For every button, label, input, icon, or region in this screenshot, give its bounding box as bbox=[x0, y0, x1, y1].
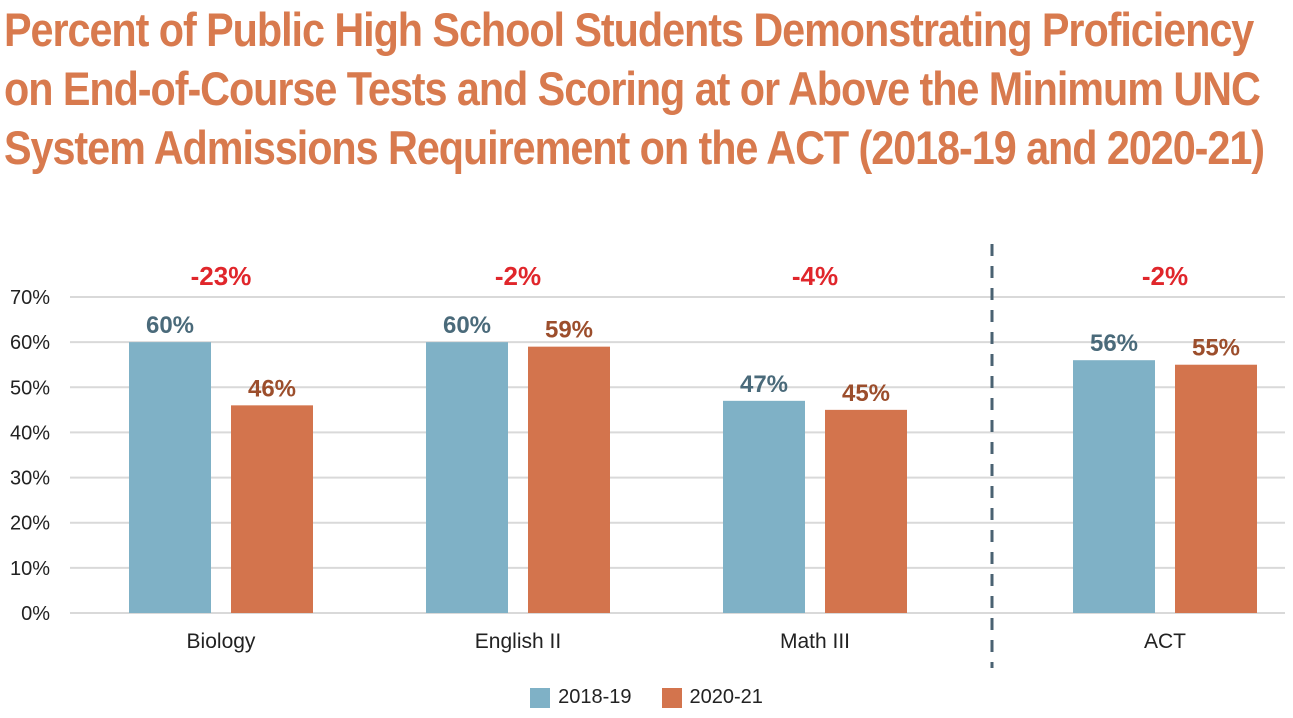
data-label-2020-21: 55% bbox=[1192, 335, 1240, 362]
bar-2020-21 bbox=[231, 405, 313, 613]
data-label-2018-19: 47% bbox=[740, 371, 788, 398]
x-tick-label: Math III bbox=[780, 630, 850, 653]
y-tick-label: 60% bbox=[10, 332, 50, 354]
x-tick-label: ACT bbox=[1144, 630, 1186, 653]
y-tick-label: 30% bbox=[10, 468, 50, 490]
change-label: -4% bbox=[792, 261, 838, 291]
chart-title: Percent of Public High School Students D… bbox=[4, 3, 1265, 174]
bar-2020-21 bbox=[1175, 364, 1257, 613]
change-label: -23% bbox=[191, 261, 252, 291]
y-tick-label: 70% bbox=[10, 287, 50, 309]
bar-2018-19 bbox=[129, 342, 211, 613]
x-tick-label: English II bbox=[475, 630, 561, 653]
bar-2020-21 bbox=[825, 409, 907, 613]
x-tick-label: Biology bbox=[187, 630, 256, 653]
data-label-2018-19: 60% bbox=[146, 312, 194, 339]
legend-label-2018-19: 2018-19 bbox=[558, 686, 632, 708]
legend-swatch-2020-21 bbox=[661, 687, 682, 708]
data-label-2020-21: 45% bbox=[842, 380, 890, 407]
bar-2018-19 bbox=[723, 400, 805, 613]
y-tick-label: 20% bbox=[10, 513, 50, 535]
bar-2018-19 bbox=[1073, 360, 1155, 613]
bar-2020-21 bbox=[528, 346, 610, 613]
data-label-2020-21: 59% bbox=[545, 317, 593, 344]
legend: 2018-19 2020-21 bbox=[0, 686, 1293, 709]
y-tick-label: 10% bbox=[10, 558, 50, 580]
legend-swatch-2018-19 bbox=[530, 687, 551, 708]
data-label-2018-19: 56% bbox=[1090, 330, 1138, 357]
legend-item-2020-21: 2020-21 bbox=[661, 686, 763, 709]
y-tick-label: 0% bbox=[21, 603, 50, 625]
data-label-2020-21: 46% bbox=[248, 375, 296, 402]
legend-item-2018-19: 2018-19 bbox=[530, 686, 632, 709]
bar-2018-19 bbox=[426, 342, 508, 613]
y-tick-label: 50% bbox=[10, 377, 50, 399]
change-label: -2% bbox=[1142, 261, 1188, 291]
change-label: -2% bbox=[495, 261, 541, 291]
y-tick-label: 40% bbox=[10, 422, 50, 444]
legend-label-2020-21: 2020-21 bbox=[689, 686, 763, 708]
data-label-2018-19: 60% bbox=[443, 312, 491, 339]
